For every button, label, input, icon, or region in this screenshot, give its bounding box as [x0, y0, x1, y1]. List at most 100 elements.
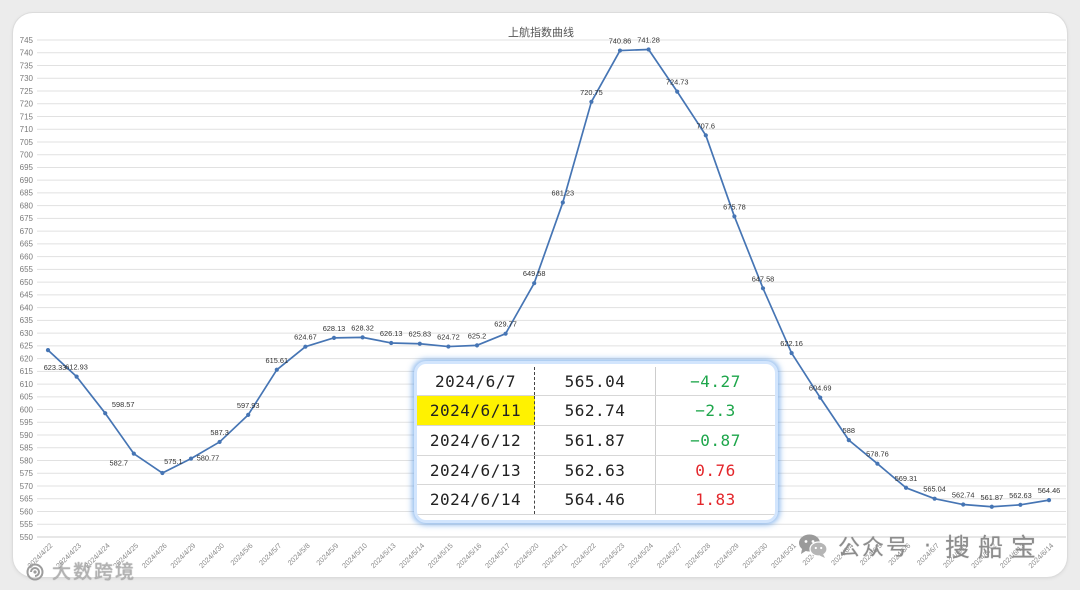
x-tick-label: 2024/5/24	[626, 541, 655, 570]
y-tick-label: 705	[20, 138, 34, 147]
y-tick-label: 585	[20, 444, 34, 453]
value-cell: 562.74	[534, 395, 656, 427]
recent-values-panel: 2024/6/7 565.04 −4.27 2024/6/11 562.74 −…	[414, 361, 778, 523]
x-tick-label: 2024/5/9	[314, 541, 340, 567]
account-separator: ·	[924, 533, 932, 559]
y-tick-label: 630	[20, 329, 34, 338]
data-label: 649.58	[523, 269, 546, 278]
data-label: 647.58	[752, 274, 775, 283]
data-point-marker	[818, 395, 823, 400]
data-label: 615.61	[265, 356, 288, 365]
data-label: 578.76	[866, 450, 889, 459]
y-tick-labels: 550 555 560 565 570 575 580 585 590 595 600 605 610 6…	[20, 36, 34, 542]
data-point-marker	[646, 47, 651, 52]
data-label: 622.16	[780, 339, 803, 348]
brand-logo-icon	[26, 563, 44, 581]
date-cell: 2024/6/7	[417, 367, 535, 397]
data-point-marker	[1018, 502, 1023, 507]
x-tick-label: 2024/5/23	[597, 541, 626, 570]
value-cell: 564.46	[534, 484, 656, 515]
recent-values-table: 2024/6/7 565.04 −4.27 2024/6/11 562.74 −…	[417, 367, 775, 515]
account-prefix: 公众号	[838, 536, 911, 561]
y-tick-label: 700	[20, 150, 34, 159]
series-layer	[45, 47, 1052, 509]
data-point-marker	[303, 344, 308, 349]
y-tick-label: 620	[20, 354, 34, 363]
data-label: 562.74	[952, 491, 975, 500]
data-label: 629.77	[494, 320, 517, 329]
x-tick-label: 2024/5/29	[712, 541, 741, 570]
account-watermark: 公众号 · 搜船宝	[798, 530, 1044, 562]
y-tick-label: 565	[20, 495, 34, 504]
data-label: 575.1	[164, 457, 183, 466]
data-label: 625.2	[468, 331, 487, 340]
data-point-marker	[617, 48, 623, 53]
data-label: 624.72	[437, 333, 460, 342]
y-tick-label: 665	[20, 240, 34, 249]
y-tick-label: 595	[20, 418, 34, 427]
data-point-marker	[732, 214, 737, 219]
account-name: 搜船宝	[945, 533, 1045, 562]
data-point-marker	[45, 348, 51, 353]
change-cell: −2.3	[655, 395, 775, 427]
x-tick-label: 2024/4/26	[140, 541, 169, 570]
x-tick-label: 2024/5/8	[286, 541, 312, 567]
wechat-icon	[799, 534, 828, 558]
data-point-marker	[675, 89, 680, 94]
chart-title: 上航指数曲线	[508, 25, 574, 39]
data-point-marker	[274, 367, 279, 372]
change-cell: 0.76	[655, 455, 775, 486]
data-label: 562.63	[1009, 491, 1032, 500]
x-tick-label: 2024/5/13	[369, 541, 398, 570]
y-tick-label: 730	[20, 74, 34, 83]
data-label: 681.23	[551, 189, 574, 198]
data-point-marker	[789, 350, 794, 356]
y-tick-label: 615	[20, 367, 34, 376]
y-tick-label: 715	[20, 112, 34, 121]
change-cell: −4.27	[655, 367, 775, 397]
data-label: 569.31	[895, 474, 918, 483]
y-tick-label: 555	[20, 520, 34, 529]
date-cell: 2024/6/13	[417, 455, 535, 486]
data-point-marker	[560, 200, 565, 205]
y-tick-label: 690	[20, 176, 34, 185]
x-tick-label: 2024/5/7	[257, 541, 283, 567]
data-label: 675.78	[723, 202, 746, 211]
y-tick-label: 640	[20, 303, 34, 312]
table-row: 2024/6/11 562.74 −2.3	[417, 395, 775, 427]
date-cell: 2024/6/11	[417, 395, 535, 427]
data-label: 707.6	[697, 121, 716, 130]
data-point-marker	[1046, 498, 1052, 503]
data-point-marker	[446, 344, 451, 349]
change-cell: −0.87	[655, 425, 775, 456]
data-label: 724.73	[666, 78, 689, 87]
y-tick-label: 605	[20, 393, 34, 402]
brand-watermark: 大数跨境	[26, 561, 136, 583]
data-point-marker	[417, 341, 422, 346]
y-tick-label: 680	[20, 201, 34, 210]
data-point-marker	[103, 411, 108, 416]
y-tick-label: 720	[20, 100, 34, 109]
data-point-marker	[989, 504, 994, 509]
data-label: 626.13	[380, 329, 403, 338]
table-row: 2024/6/13 562.63 0.76	[417, 455, 775, 486]
y-tick-label: 560	[20, 507, 34, 516]
x-tick-label: 2024/5/17	[483, 541, 512, 570]
y-tick-label: 590	[20, 431, 34, 440]
y-tick-label: 670	[20, 227, 34, 236]
data-point-marker	[74, 374, 79, 379]
y-tick-label: 675	[20, 214, 34, 223]
data-point-marker	[875, 461, 880, 466]
x-tick-label: 2024/5/15	[426, 541, 455, 570]
data-point-marker	[503, 331, 508, 336]
y-tick-label: 645	[20, 291, 34, 300]
value-cell: 562.63	[534, 455, 656, 486]
data-point-marker	[961, 502, 966, 507]
data-label: 597.93	[237, 401, 260, 410]
table-row: 2024/6/14 564.46 1.83	[417, 484, 775, 515]
table-row: 2024/6/7 565.04 −4.27	[417, 367, 775, 397]
data-label: 741.28	[637, 35, 660, 44]
data-point-marker	[532, 281, 537, 286]
x-tick-label: 2024/5/10	[340, 541, 369, 570]
